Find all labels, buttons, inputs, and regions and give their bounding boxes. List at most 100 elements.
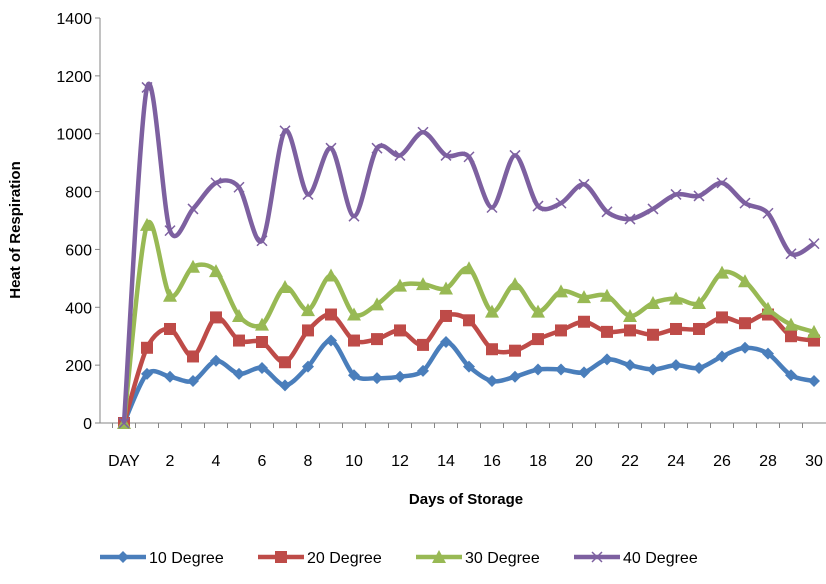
y-tick-label: 0 <box>83 416 92 433</box>
data-point <box>118 417 130 429</box>
data-point <box>739 197 751 209</box>
data-point <box>348 210 360 222</box>
data-point <box>394 370 406 383</box>
data-point <box>509 344 521 357</box>
data-point <box>578 315 590 328</box>
data-point <box>623 308 637 322</box>
data-point <box>232 308 246 322</box>
data-point <box>808 375 820 388</box>
data-point <box>233 334 245 347</box>
data-point <box>393 278 407 292</box>
data-point <box>647 203 659 215</box>
data-point <box>761 301 775 315</box>
legend-marker <box>117 551 129 563</box>
data-point <box>141 81 153 93</box>
series-10-degree <box>118 334 820 429</box>
legend-item: 10 Degree <box>100 550 224 567</box>
x-tick-label: 20 <box>575 453 593 470</box>
series-line <box>121 338 815 424</box>
data-point <box>670 188 682 200</box>
data-point <box>347 307 361 321</box>
data-point <box>233 181 245 193</box>
data-point <box>371 333 383 346</box>
data-point <box>371 372 383 385</box>
data-point <box>762 347 774 360</box>
y-tick-label: 800 <box>65 185 92 202</box>
series-group <box>117 81 821 429</box>
legend-label: 40 Degree <box>623 550 698 567</box>
data-point <box>164 225 176 237</box>
legend: 10 Degree 20 Degree 30 Degree 40 Degree <box>100 550 698 567</box>
data-point <box>417 338 429 351</box>
data-point <box>209 264 223 278</box>
legend-label: 10 Degree <box>149 550 224 567</box>
data-point <box>370 297 384 311</box>
data-point <box>279 125 291 137</box>
data-point <box>302 188 314 200</box>
data-point <box>601 206 613 218</box>
data-point <box>486 343 498 356</box>
data-point <box>486 375 498 388</box>
data-point <box>371 142 383 154</box>
y-axis-title: Heat of Respiration <box>7 161 24 299</box>
x-tick-label: 2 <box>166 453 175 470</box>
data-point <box>210 177 222 189</box>
data-point <box>646 295 660 309</box>
data-point <box>463 314 475 327</box>
data-point <box>532 363 544 376</box>
data-point <box>302 360 314 373</box>
data-point <box>325 308 337 321</box>
data-point <box>324 268 338 282</box>
data-point <box>555 363 567 376</box>
data-point <box>554 284 568 298</box>
x-tick-label: 6 <box>258 453 267 470</box>
y-axis-ticks: 0 200 400 600 800 1000 1200 1400 <box>56 11 100 433</box>
x-tick-label: DAY <box>108 453 140 470</box>
data-point <box>255 317 269 331</box>
data-point <box>762 207 774 219</box>
data-point <box>693 322 705 335</box>
data-point <box>785 248 797 260</box>
data-point <box>394 149 406 161</box>
data-point <box>210 354 222 367</box>
data-point <box>509 149 521 161</box>
x-tick-label: 16 <box>483 453 501 470</box>
data-point <box>348 369 360 382</box>
x-tick-label: 30 <box>805 453 823 470</box>
data-point <box>738 274 752 288</box>
data-point <box>417 364 429 377</box>
data-point <box>486 201 498 214</box>
x-tick-label: 18 <box>529 453 547 470</box>
data-point <box>233 367 245 380</box>
legend-marker <box>432 550 446 563</box>
data-point <box>555 197 567 209</box>
data-point <box>187 375 199 388</box>
data-point <box>463 151 475 163</box>
legend-item: 40 Degree <box>574 550 698 567</box>
data-point <box>325 334 337 347</box>
data-point <box>279 356 291 369</box>
data-point <box>187 350 199 363</box>
x-tick-label: 28 <box>759 453 777 470</box>
y-tick-label: 400 <box>65 300 92 317</box>
data-point <box>440 336 452 348</box>
axes <box>99 18 826 424</box>
data-point <box>417 126 429 138</box>
data-point <box>670 322 682 335</box>
data-point <box>416 277 430 291</box>
data-point <box>302 324 314 337</box>
data-point <box>440 149 452 161</box>
legend-item: 30 Degree <box>416 550 540 567</box>
data-point <box>440 309 452 322</box>
data-point <box>163 288 177 302</box>
x-tick-label: 12 <box>391 453 409 470</box>
data-point <box>348 334 360 347</box>
data-point <box>532 200 544 212</box>
x-tick-label: 14 <box>437 453 455 470</box>
data-point <box>508 277 522 291</box>
data-point <box>555 324 567 337</box>
data-point <box>716 177 728 189</box>
data-point <box>739 341 751 354</box>
data-point <box>187 203 199 215</box>
